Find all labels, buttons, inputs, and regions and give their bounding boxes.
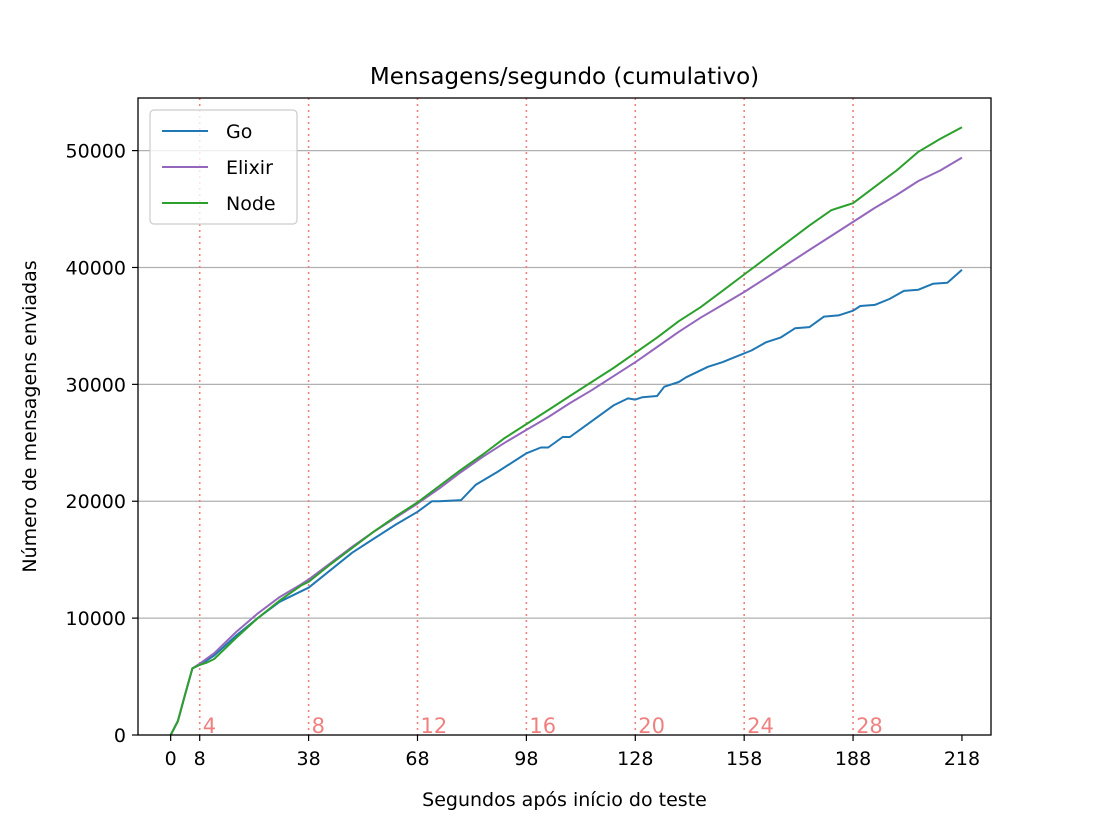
y-tick-label: 50000 — [66, 141, 126, 163]
y-tick-label: 10000 — [66, 608, 126, 630]
x-tick-label: 218 — [944, 748, 980, 770]
x-tick-label: 158 — [726, 748, 762, 770]
y-tick-label: 0 — [114, 725, 126, 747]
marker-label: 28 — [856, 714, 883, 738]
x-axis-label: Segundos após início do teste — [422, 789, 707, 811]
x-tick-label: 128 — [617, 748, 653, 770]
y-axis-label: Número de mensagens enviadas — [19, 260, 41, 572]
y-tick-label: 30000 — [66, 374, 126, 396]
marker-label: 20 — [638, 714, 665, 738]
x-tick-label: 38 — [297, 748, 321, 770]
x-tick-label: 98 — [514, 748, 538, 770]
axis-ticks: 0 8 38 68 98 128 158 188 21801000020000300004000… — [66, 141, 981, 770]
x-tick-label: 0 — [165, 748, 177, 770]
legend-label: Elixir — [226, 157, 273, 179]
markers: 4 8 12 16 20 24 28 — [198, 98, 883, 738]
x-tick-label: 68 — [405, 748, 429, 770]
legend: Go Elixir Node — [149, 109, 298, 225]
marker-label: 16 — [529, 714, 556, 738]
marker-label: 24 — [747, 714, 774, 738]
series-line-go — [169, 269, 963, 736]
marker-label: 4 — [203, 714, 216, 738]
chart-title: Mensagens/segundo (cumulativo) — [370, 64, 759, 90]
plot-area-frame — [137, 97, 992, 736]
x-tick-label: 8 — [194, 748, 206, 770]
legend-label: Node — [226, 193, 276, 215]
y-tick-label: 40000 — [66, 257, 126, 279]
y-tick-label: 20000 — [66, 491, 126, 513]
legend-box — [149, 109, 298, 225]
legend-label: Go — [226, 121, 252, 143]
series-line-node — [169, 126, 963, 736]
x-tick-label: 188 — [835, 748, 871, 770]
marker-label: 12 — [420, 714, 447, 738]
series-line-elixir — [169, 156, 963, 736]
grid — [138, 149, 991, 619]
marker-label: 8 — [312, 714, 325, 738]
series-lines — [169, 126, 963, 736]
